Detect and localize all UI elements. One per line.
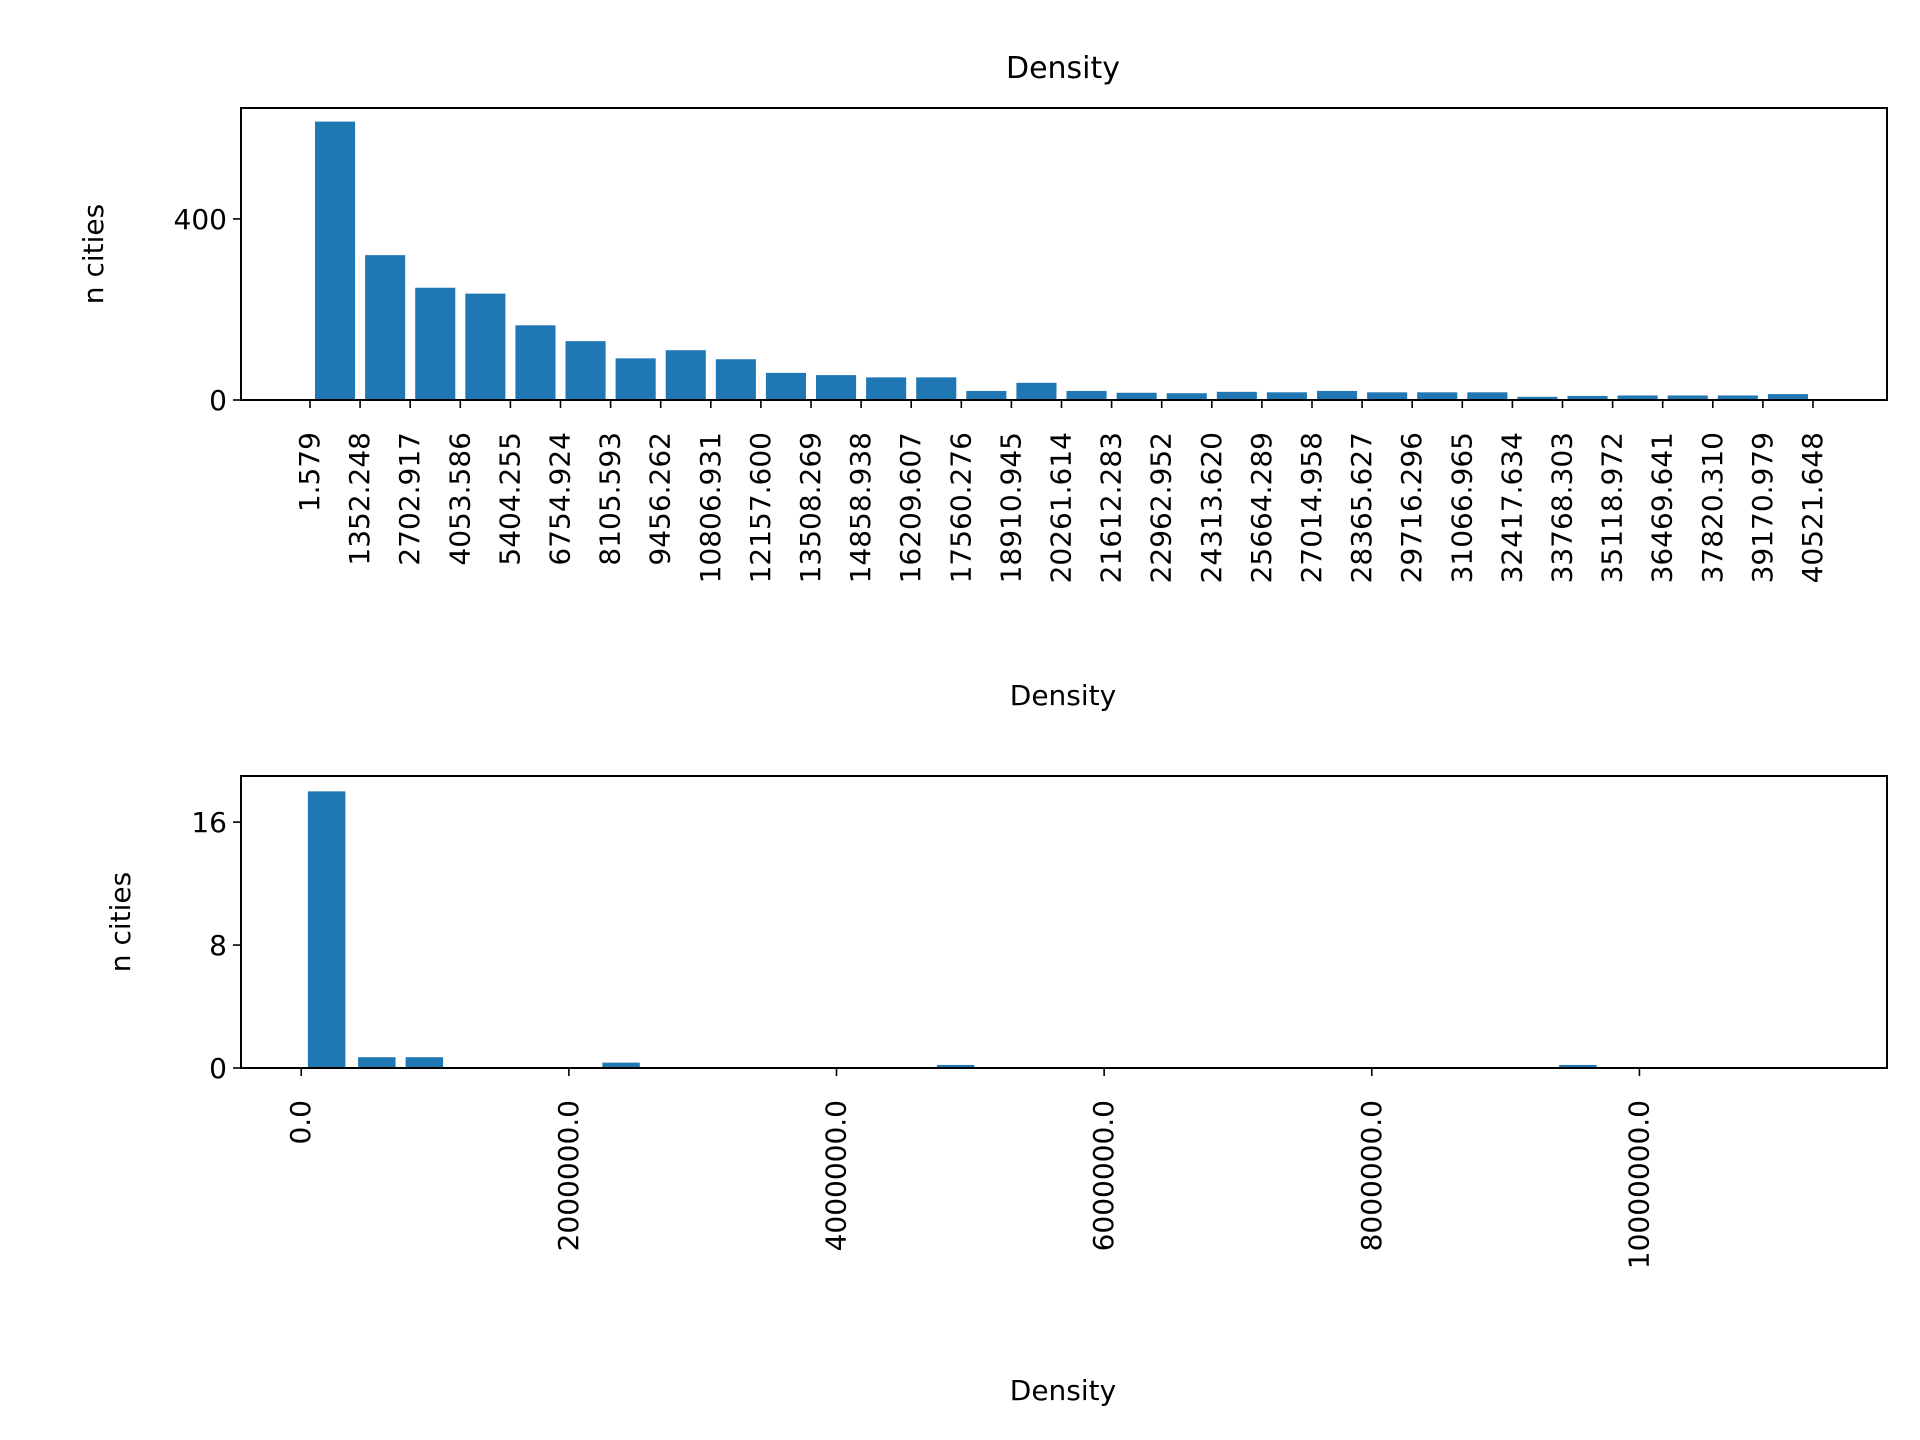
top-bar	[365, 255, 406, 400]
top-bar	[916, 377, 957, 400]
top-x-tick-label: 16209.607	[894, 432, 927, 583]
top-bar	[1116, 392, 1157, 400]
top-x-tick-label: 35118.972	[1596, 432, 1629, 583]
top-x-tick-label: 36469.641	[1646, 432, 1679, 583]
top-bar	[1717, 395, 1758, 400]
top-bar	[1216, 391, 1257, 400]
top-x-axis-ticks: 1.579 1352.248 2702.917 4053.586 5404.255 675…	[293, 400, 1829, 583]
top-x-tick-label: 32417.634	[1495, 432, 1528, 583]
top-x-tick-label: 27014.958	[1295, 432, 1328, 583]
top-x-tick-label: 8105.593	[594, 432, 627, 566]
top-x-tick-label: 12157.600	[744, 432, 777, 583]
top-bar	[1667, 395, 1708, 400]
top-bar	[765, 372, 806, 400]
bottom-y-axis-label: n cities	[104, 872, 137, 972]
top-bar	[1567, 395, 1608, 400]
bottom-x-tick-label: 10000000.0	[1622, 1100, 1655, 1269]
bottom-x-axis-ticks: 0.0 2000000.0 4000000.0 6000000.0 8000000.0 1…	[284, 1068, 1655, 1269]
top-x-tick-label: 2702.917	[393, 432, 426, 566]
top-bar	[1166, 393, 1207, 400]
top-x-tick-label: 1.579	[293, 432, 326, 512]
top-bar	[1617, 395, 1658, 400]
top-x-tick-label: 20261.614	[1045, 432, 1078, 583]
top-bars	[315, 121, 1808, 401]
top-bar	[1317, 390, 1358, 400]
top-bar	[1417, 392, 1458, 400]
bottom-bar	[936, 1064, 975, 1068]
bottom-bar	[358, 1057, 396, 1068]
top-x-tick-label: 5404.255	[493, 432, 526, 566]
top-bar	[1367, 392, 1408, 400]
bottom-x-tick-label: 8000000.0	[1355, 1100, 1388, 1251]
bottom-y-axis-ticks: 0 8 16	[191, 806, 241, 1085]
top-bar	[816, 375, 857, 400]
bottom-y-tick-label: 16	[191, 806, 227, 839]
top-bar	[465, 293, 506, 400]
bottom-x-axis-label: Density	[1010, 1374, 1116, 1407]
top-x-tick-label: 22962.952	[1145, 432, 1178, 583]
top-x-tick-label: 29716.296	[1395, 432, 1428, 583]
top-x-tick-label: 13508.269	[794, 432, 827, 583]
top-x-tick-label: 39170.979	[1746, 432, 1779, 583]
bottom-y-tick-label: 0	[209, 1052, 227, 1085]
top-bar	[315, 121, 356, 401]
bottom-histogram-panel: 0.0 2000000.0 4000000.0 6000000.0 8000000.0 1…	[104, 775, 1888, 1407]
top-bar	[966, 390, 1007, 400]
top-x-tick-label: 1352.248	[343, 432, 376, 566]
top-bar	[715, 359, 756, 400]
top-bar	[1066, 390, 1107, 400]
bottom-bar	[405, 1057, 444, 1068]
top-y-axis-label: n cities	[77, 204, 110, 304]
top-bar	[615, 358, 656, 400]
top-x-tick-label: 24313.620	[1195, 432, 1228, 583]
top-x-tick-label: 14858.938	[844, 432, 877, 583]
top-x-tick-label: 31066.965	[1445, 432, 1478, 583]
top-bar	[1266, 392, 1307, 400]
bottom-bar	[602, 1062, 640, 1068]
top-x-tick-label: 37820.310	[1696, 432, 1729, 583]
top-histogram-panel: 1.579 1352.248 2702.917 4053.586 5404.255 675…	[77, 107, 1888, 712]
bottom-bars	[307, 791, 1597, 1068]
top-bar	[415, 287, 456, 400]
bottom-y-tick-label: 8	[209, 929, 227, 962]
top-bar	[1016, 382, 1057, 400]
top-x-axis-label: Density	[1010, 679, 1116, 712]
bottom-x-tick-label: 2000000.0	[552, 1100, 585, 1251]
bottom-bar	[307, 791, 346, 1068]
top-x-tick-label: 28365.627	[1345, 432, 1378, 583]
top-y-tick-label: 400	[174, 203, 227, 236]
chart-title: Density	[1006, 51, 1120, 86]
top-x-tick-label: 33768.303	[1546, 432, 1579, 583]
bottom-x-tick-label: 4000000.0	[820, 1100, 853, 1251]
top-x-tick-label: 25664.289	[1245, 432, 1278, 583]
bottom-x-tick-label: 0.0	[284, 1100, 317, 1145]
top-y-tick-label: 0	[209, 384, 227, 417]
bottom-plot-frame	[240, 775, 1888, 1069]
bottom-x-tick-label: 6000000.0	[1087, 1100, 1120, 1251]
top-bar	[866, 377, 907, 400]
bottom-bar	[1559, 1064, 1597, 1068]
top-y-axis-ticks: 0 400	[174, 203, 241, 417]
top-x-tick-label: 4053.586	[443, 432, 476, 566]
top-x-tick-label: 9456.262	[644, 432, 677, 566]
top-x-tick-label: 21612.283	[1095, 432, 1128, 583]
top-bar	[565, 341, 606, 400]
top-x-tick-label: 18910.945	[994, 432, 1027, 583]
top-x-tick-label: 40521.648	[1796, 432, 1829, 583]
top-x-tick-label: 6754.924	[544, 432, 577, 566]
top-x-tick-label: 10806.931	[694, 432, 727, 583]
top-plot-frame	[240, 107, 1888, 401]
top-bar	[1767, 394, 1808, 400]
top-bar	[1467, 392, 1508, 400]
top-bar	[665, 350, 706, 400]
top-bar	[1517, 396, 1558, 400]
top-x-tick-label: 17560.276	[944, 432, 977, 583]
top-bar	[515, 325, 556, 400]
